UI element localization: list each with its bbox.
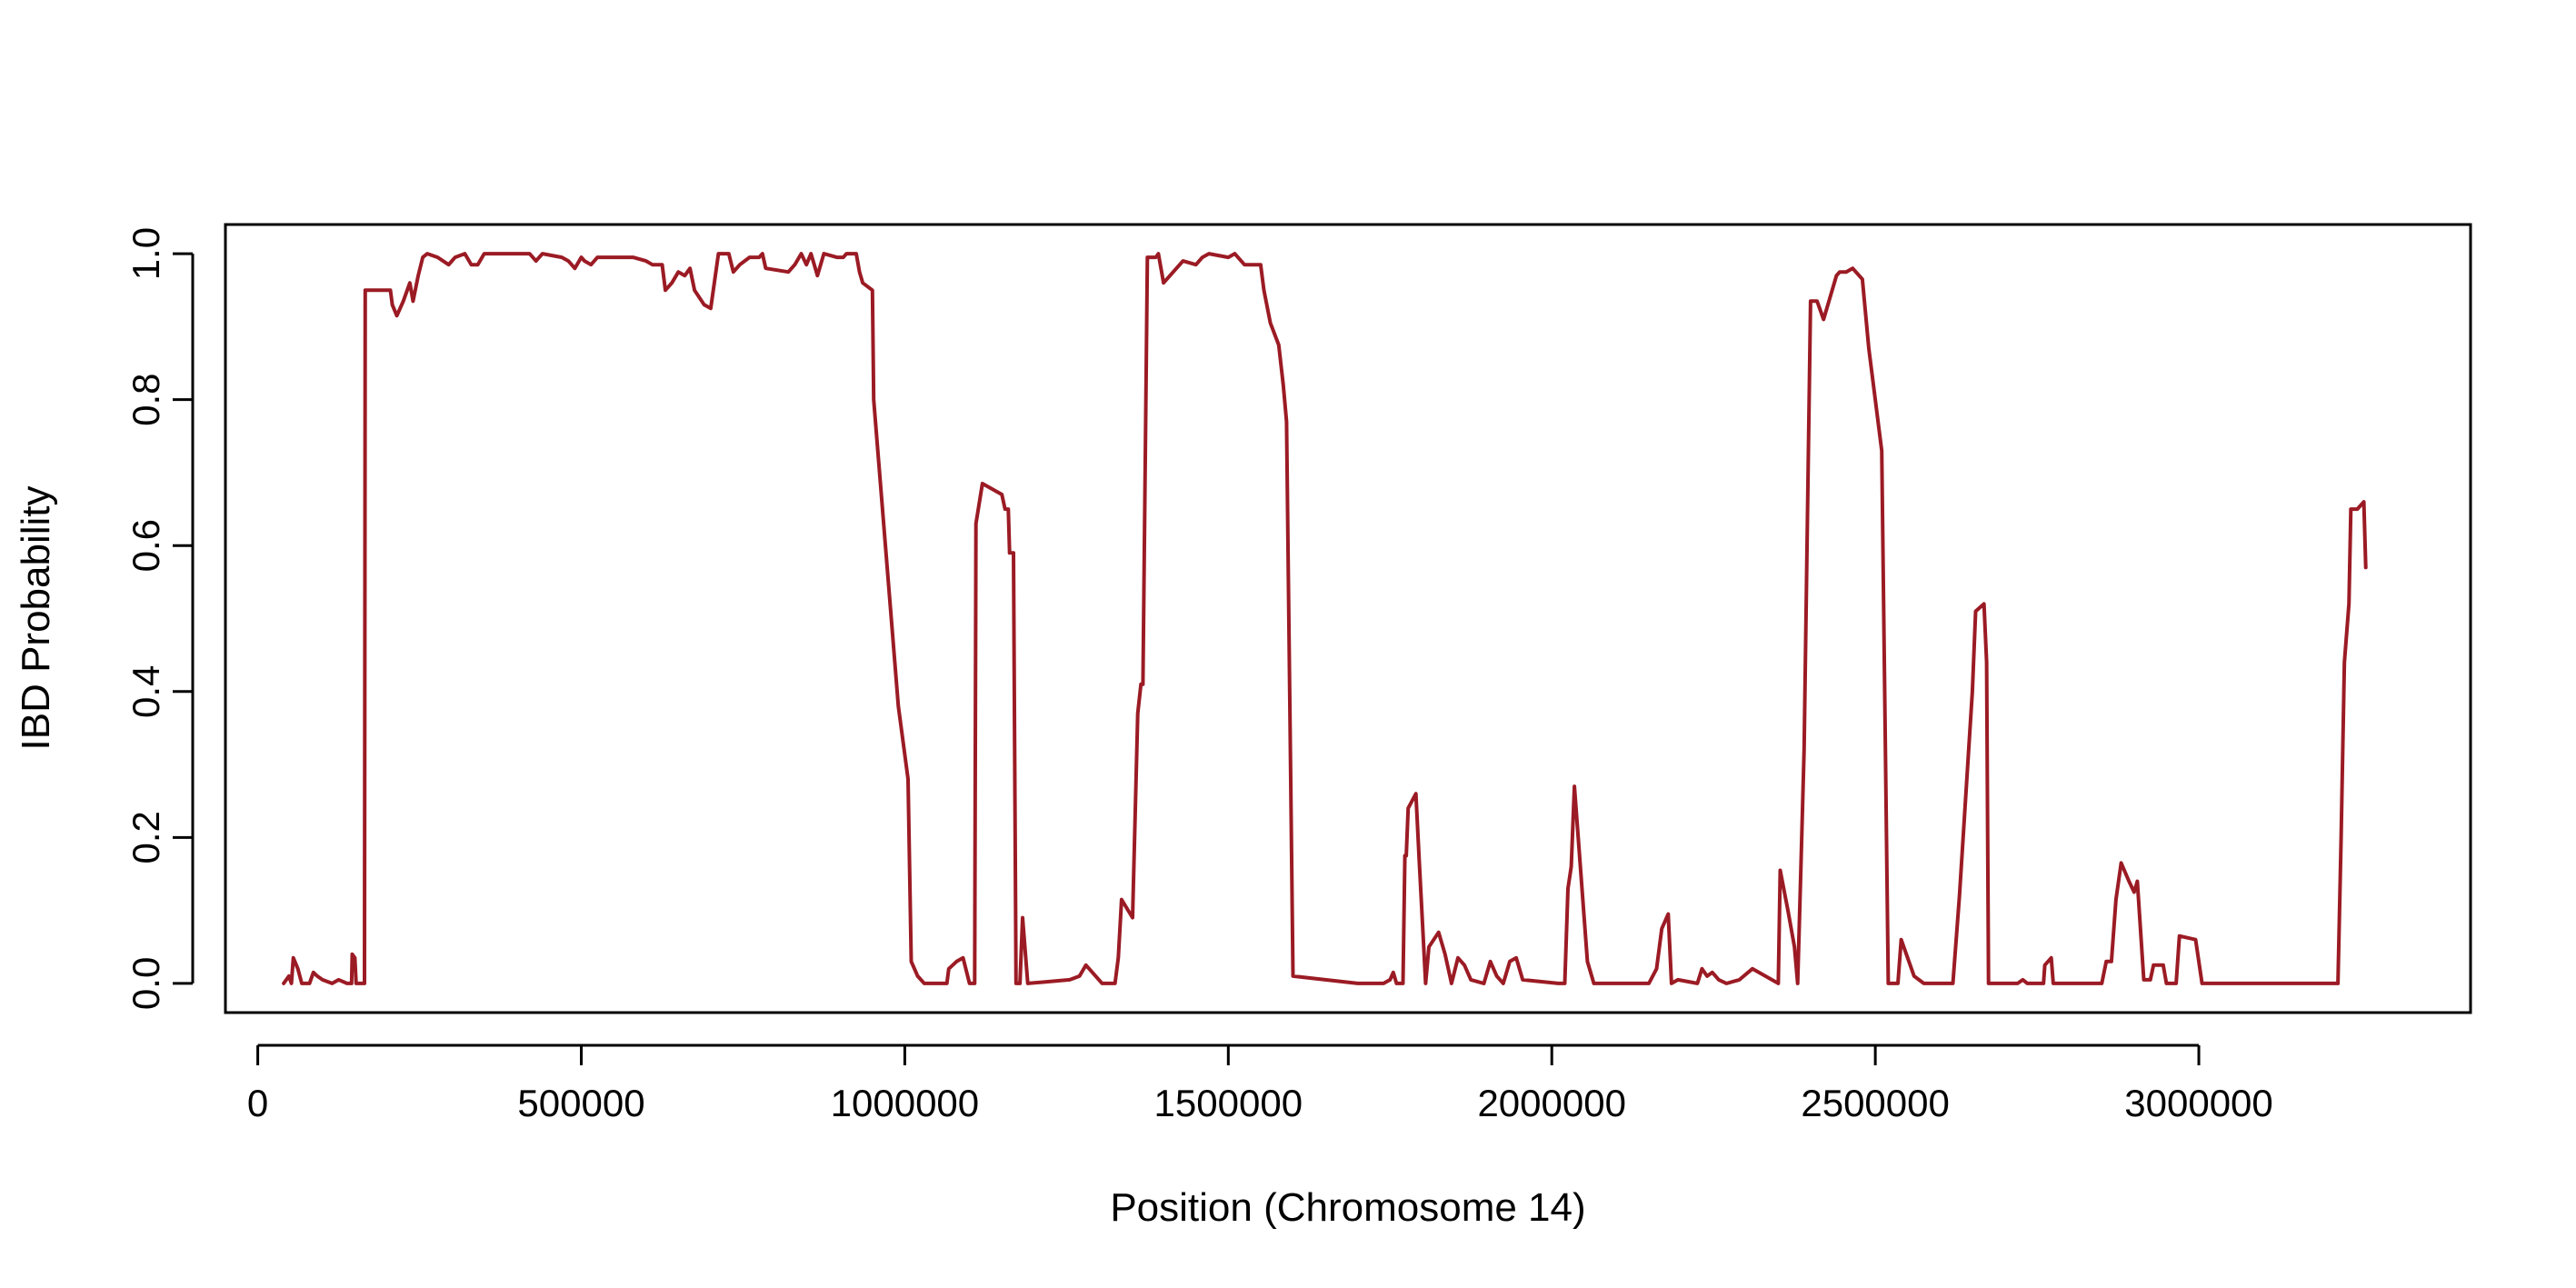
- x-axis: 0 500000 1000000 1500000 2000000 2500000 30000…: [247, 1043, 2273, 1124]
- x-tick-label: 1500000: [1154, 1082, 1303, 1124]
- x-tick-label: 3000000: [2124, 1082, 2273, 1124]
- x-tick-label: 1000000: [831, 1082, 980, 1124]
- y-tick-label: 0.2: [125, 811, 167, 864]
- y-tick-label: 0.6: [125, 519, 167, 572]
- x-tick-label: 0: [247, 1082, 268, 1124]
- y-axis: 0.0 0.2 0.4 0.6 0.8 1.0: [125, 227, 195, 1010]
- y-axis-title: IBD Probability: [14, 485, 58, 750]
- y-tick-label: 1.0: [125, 227, 167, 280]
- x-tick-label: 2500000: [1801, 1082, 1950, 1124]
- x-axis-title: Position (Chromosome 14): [1110, 1185, 1585, 1230]
- y-tick-label: 0.4: [125, 665, 167, 718]
- y-tick-label: 0.0: [125, 957, 167, 1010]
- y-tick-label: 0.8: [125, 373, 167, 425]
- series-line-ibd-probability: [282, 252, 2368, 985]
- plot-frame: [224, 223, 2472, 1014]
- x-tick-label: 500000: [517, 1082, 644, 1124]
- x-tick-label: 2000000: [1477, 1082, 1626, 1124]
